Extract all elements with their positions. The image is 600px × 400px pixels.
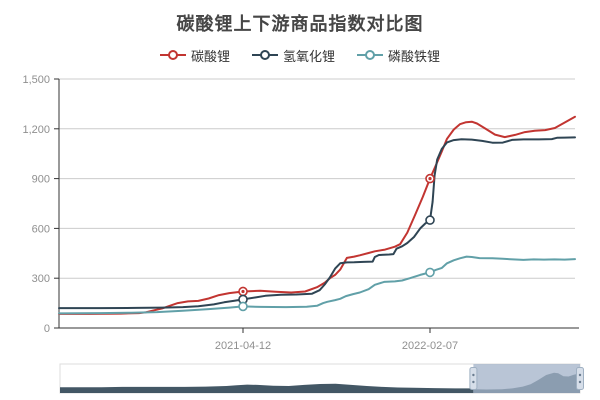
datazoom-right-handle-grip-dot	[578, 380, 582, 384]
series-line-lithium-hydroxide	[58, 136, 576, 310]
series-line-lithium-iron-phosphate	[58, 255, 576, 315]
legend-label: 磷酸铁锂	[388, 48, 441, 64]
datazoom-left-handle-grip-dot	[472, 380, 475, 384]
legend: 碳酸锂 氢氧化锂 磷酸铁锂	[0, 46, 600, 64]
legend-item-lithium-iron-phosphate[interactable]: 磷酸铁锂	[357, 46, 440, 65]
series-marker-lithium-hydroxide	[425, 215, 435, 225]
y-axis-label: 600	[32, 223, 50, 235]
legend-label: 碳酸锂	[190, 48, 230, 64]
series-line-lithium-carbonate	[58, 115, 576, 315]
series-marker-lithium-iron-phosphate	[238, 301, 248, 312]
datazoom-left-handle[interactable]	[469, 367, 478, 390]
legend-item-lithium-carbonate[interactable]: 碳酸锂	[159, 46, 230, 65]
y-axis-label: 0	[44, 323, 50, 335]
legend-line-dot-icon	[251, 50, 278, 60]
y-axis-label: 1,200	[22, 124, 50, 136]
series-marker-core-lithium-carbonate	[428, 177, 432, 181]
y-axis-label: 1,500	[22, 74, 50, 86]
series-marker-core-lithium-carbonate	[241, 289, 245, 294]
y-axis-label: 300	[32, 273, 50, 285]
legend-label: 氢氧化锂	[282, 48, 335, 64]
x-axis-label: 2022-02-07	[402, 340, 458, 352]
legend-item-lithium-hydroxide[interactable]: 氢氧化锂	[251, 46, 335, 65]
y-axis-label: 900	[32, 174, 50, 186]
chart-title: 碳酸锂上下游商品指数对比图	[176, 14, 424, 34]
datazoom-shadow-area	[60, 383, 474, 393]
legend-line-dot-icon	[357, 50, 383, 60]
datazoom-window-area	[473, 372, 580, 393]
datazoom-right-handle[interactable]	[576, 367, 584, 390]
series-marker-lithium-iron-phosphate	[425, 267, 435, 278]
datazoom-left-handle-grip-dot	[472, 373, 475, 377]
datazoom-right-handle-grip-dot	[578, 373, 582, 377]
legend-line-dot-icon	[159, 50, 186, 60]
x-axis-label: 2021-04-12	[215, 340, 271, 352]
